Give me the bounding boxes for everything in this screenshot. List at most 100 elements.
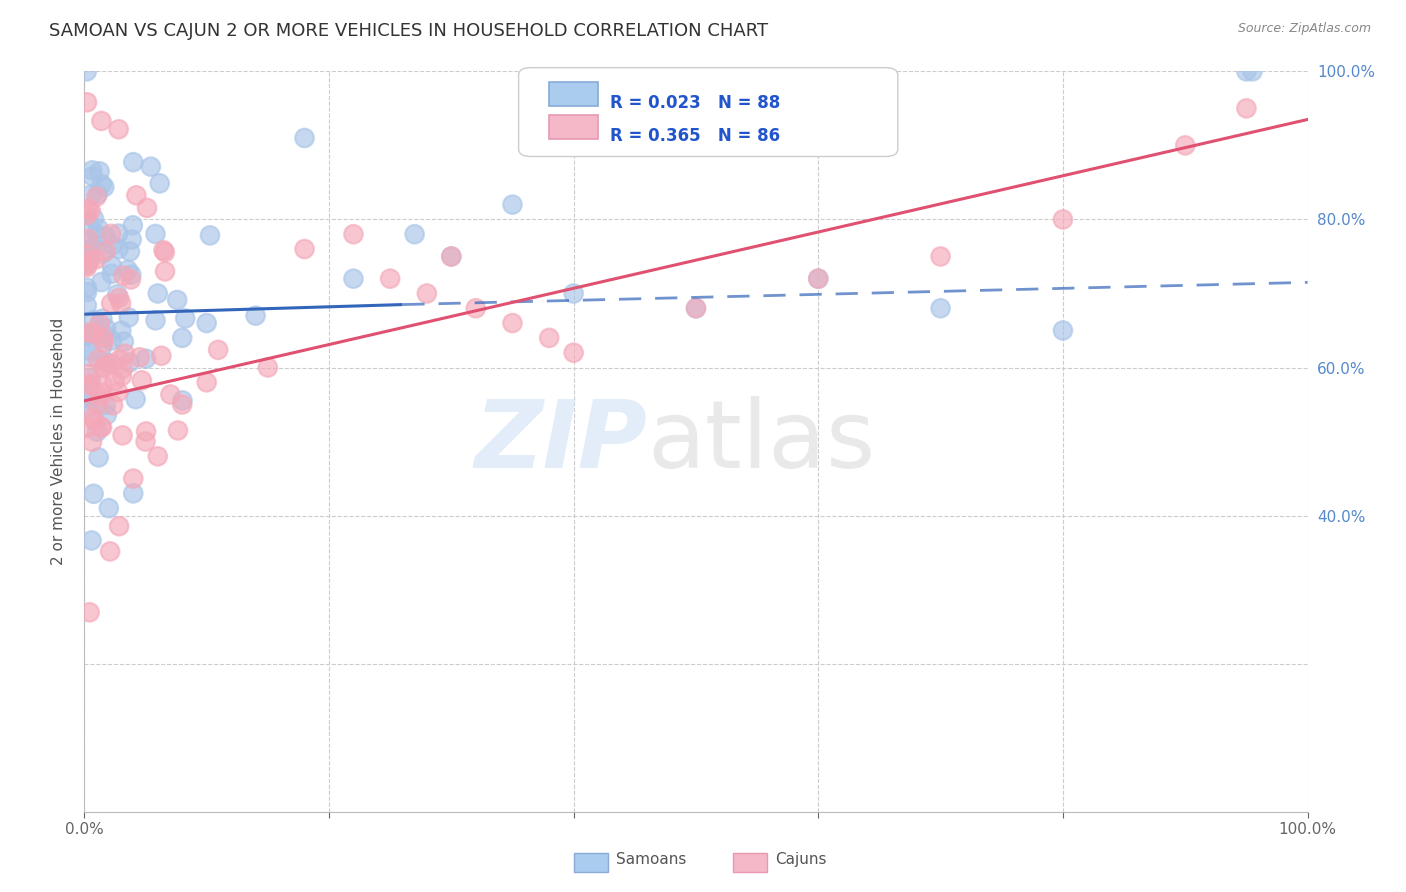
Point	[100, 267, 122, 281]
Point	[79, 253, 101, 268]
Point	[103, 374, 125, 388]
Point	[108, 352, 131, 367]
Point	[159, 387, 181, 401]
Point	[77, 401, 100, 416]
Point	[107, 227, 129, 241]
Text: ZIP: ZIP	[474, 395, 647, 488]
Text: SAMOAN VS CAJUN 2 OR MORE VEHICLES IN HOUSEHOLD CORRELATION CHART: SAMOAN VS CAJUN 2 OR MORE VEHICLES IN HO…	[49, 22, 768, 40]
Point	[153, 264, 176, 278]
Point	[135, 434, 157, 449]
Point	[84, 252, 107, 267]
Point	[153, 245, 176, 260]
Point	[76, 257, 98, 271]
Point	[96, 408, 118, 422]
Point	[80, 326, 103, 340]
Point	[146, 450, 169, 464]
Point	[94, 229, 117, 244]
Point	[464, 301, 486, 316]
Point	[79, 371, 101, 385]
Point	[91, 360, 114, 375]
Point	[122, 486, 145, 500]
Point	[94, 321, 117, 335]
Point	[89, 316, 111, 330]
Point	[90, 385, 112, 400]
Point	[114, 347, 136, 361]
Point	[79, 218, 101, 232]
Point	[90, 114, 112, 128]
Point	[125, 188, 148, 202]
Point	[110, 324, 132, 338]
Point	[77, 232, 100, 246]
Point	[404, 227, 426, 242]
Point	[135, 425, 157, 439]
Text: Source: ZipAtlas.com: Source: ZipAtlas.com	[1237, 22, 1371, 36]
Point	[172, 331, 194, 345]
Point	[167, 424, 190, 438]
Point	[76, 421, 98, 435]
Point	[101, 398, 124, 412]
Point	[110, 296, 132, 310]
Point	[77, 202, 100, 216]
Point	[380, 271, 402, 285]
Point	[1052, 324, 1074, 338]
Point	[294, 131, 316, 145]
Point	[76, 298, 98, 312]
Point	[90, 275, 112, 289]
Point	[93, 327, 115, 342]
Point	[152, 244, 174, 258]
Point	[82, 163, 104, 178]
Point	[135, 351, 157, 366]
Point	[91, 330, 114, 344]
Point	[257, 360, 280, 375]
Point	[172, 397, 194, 411]
Point	[122, 155, 145, 169]
Text: Cajuns: Cajuns	[776, 853, 827, 867]
Point	[245, 309, 267, 323]
Point	[91, 420, 114, 434]
Point	[562, 345, 585, 359]
Point	[150, 349, 173, 363]
Point	[128, 351, 150, 365]
Point	[107, 242, 129, 256]
Text: R = 0.365   N = 86: R = 0.365 N = 86	[610, 127, 780, 145]
Point	[1236, 64, 1258, 78]
Point	[122, 471, 145, 485]
Point	[294, 242, 316, 256]
Point	[76, 280, 98, 294]
Point	[172, 393, 194, 408]
Point	[79, 392, 101, 407]
Point	[94, 355, 117, 369]
Point	[145, 313, 167, 327]
Point	[502, 197, 524, 211]
Point	[107, 385, 129, 400]
Point	[83, 313, 105, 327]
Point	[118, 355, 141, 369]
Point	[111, 428, 134, 442]
Point	[342, 271, 364, 285]
Point	[90, 419, 112, 434]
Point	[136, 201, 159, 215]
Point	[94, 398, 117, 412]
Point	[97, 501, 120, 516]
Point	[111, 361, 134, 376]
Bar	[574, 853, 607, 872]
Point	[111, 368, 134, 383]
Point	[120, 272, 142, 286]
Point	[80, 203, 103, 218]
Point	[112, 334, 135, 349]
Text: atlas: atlas	[647, 395, 876, 488]
Point	[94, 359, 117, 373]
Point	[79, 378, 101, 392]
Point	[76, 248, 98, 262]
Point	[685, 301, 707, 316]
Point	[121, 219, 143, 233]
Text: R = 0.023   N = 88: R = 0.023 N = 88	[610, 94, 780, 112]
Point	[87, 221, 110, 235]
Point	[76, 95, 98, 110]
Text: Samoans: Samoans	[616, 853, 688, 867]
Point	[76, 260, 98, 275]
Point	[807, 271, 830, 285]
Point	[416, 286, 439, 301]
Point	[77, 252, 100, 266]
Point	[76, 252, 98, 266]
